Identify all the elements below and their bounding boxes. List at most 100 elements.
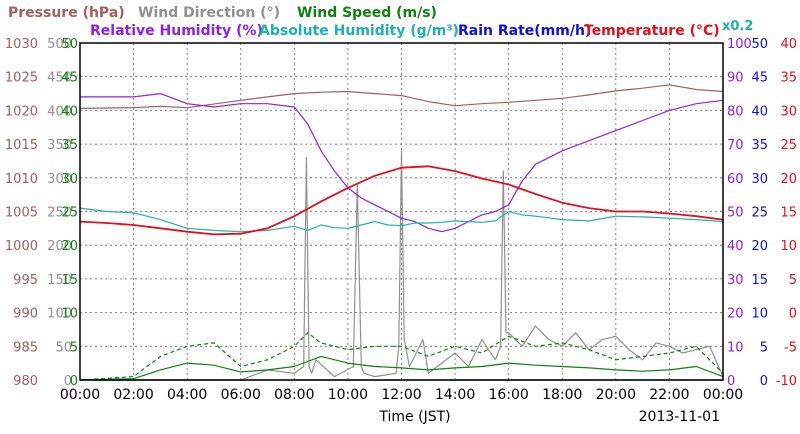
series-relative-humidity bbox=[80, 92, 724, 233]
legend: Pressure (hPa) Wind Direction (°) Wind S… bbox=[8, 5, 753, 39]
y-tick-humidity: 80 bbox=[727, 104, 744, 119]
y-tick-rain-rate: 5 bbox=[760, 340, 768, 355]
series-absolute-humidity-g-m bbox=[79, 207, 724, 233]
y-tick-humidity: 20 bbox=[727, 307, 744, 322]
y-tick-wind-speed: 30 bbox=[61, 172, 78, 187]
y-tick-rain-rate: 50 bbox=[751, 37, 768, 52]
y-tick-rain-rate: 15 bbox=[751, 273, 768, 288]
series-pressure-hpa bbox=[79, 84, 724, 109]
y-tick-wind-direction: 150 bbox=[47, 273, 72, 288]
y-tick-humidity: 40 bbox=[727, 239, 744, 254]
y-tick-wind-speed: 25 bbox=[61, 206, 78, 221]
legend-pressure: Pressure (hPa) bbox=[8, 5, 125, 21]
y-tick-wind-speed: 10 bbox=[61, 307, 78, 322]
grid bbox=[80, 43, 723, 380]
y-tick-wind-direction: 200 bbox=[47, 239, 72, 254]
y-tick-humidity: 50 bbox=[727, 206, 744, 221]
y-tick-wind-direction: 100 bbox=[47, 307, 72, 322]
y-tick-wind-speed: 40 bbox=[61, 104, 78, 119]
y-tick-temperature: 35 bbox=[780, 71, 797, 86]
multiplier-note: x0.2 bbox=[722, 19, 753, 34]
y-tick-rain-rate: 25 bbox=[751, 206, 768, 221]
y-tick-humidity: 90 bbox=[727, 71, 744, 86]
y-tick-wind-direction: 0 bbox=[64, 374, 72, 389]
series-temperature-c bbox=[79, 165, 724, 236]
y-tick-rain-rate: 35 bbox=[751, 138, 768, 153]
x-tick-labels: 00:00 02:00 04:00 06:00 08:00 10:00 12:00 14:00… bbox=[60, 387, 743, 403]
y-tick-wind-speed: 35 bbox=[61, 138, 78, 153]
y-tick-pressure: 995 bbox=[13, 273, 38, 288]
series-wind-speed-mean-m-s bbox=[79, 355, 724, 381]
x-tick-label: 04:00 bbox=[167, 387, 207, 403]
y-tick-temperature: 20 bbox=[780, 172, 797, 187]
y-tick-humidity: 0 bbox=[727, 374, 735, 389]
x-tick-label: 12:00 bbox=[381, 387, 421, 403]
x-tick-label: 02:00 bbox=[113, 387, 153, 403]
x-tick-label: 00:00 bbox=[60, 387, 100, 403]
y-tick-labels: 9809859909951000100510101015102010251030… bbox=[5, 37, 797, 389]
y-tick-pressure: 1025 bbox=[5, 71, 38, 86]
y-tick-wind-speed: 5 bbox=[70, 340, 78, 355]
y-tick-rain-rate: 10 bbox=[751, 307, 768, 322]
y-tick-temperature: 0 bbox=[789, 307, 797, 322]
series-wind-speed-gust-m-s bbox=[79, 332, 724, 381]
legend-wind-speed: Wind Speed (m/s) bbox=[297, 5, 437, 21]
x-tick-label: 16:00 bbox=[488, 387, 528, 403]
y-tick-rain-rate: 0 bbox=[760, 374, 768, 389]
y-tick-wind-speed: 45 bbox=[61, 71, 78, 86]
x-tick-label: 14:00 bbox=[435, 387, 475, 403]
y-tick-wind-speed: 20 bbox=[61, 239, 78, 254]
y-tick-wind-direction: 50 bbox=[55, 340, 72, 355]
x-tick-label: 22:00 bbox=[649, 387, 689, 403]
y-tick-pressure: 985 bbox=[13, 340, 38, 355]
y-tick-temperature: 25 bbox=[780, 138, 797, 153]
y-tick-wind-speed: 0 bbox=[70, 374, 78, 389]
y-tick-rain-rate: 45 bbox=[751, 71, 768, 86]
y-tick-humidity: 100 bbox=[727, 37, 752, 52]
y-tick-pressure: 1005 bbox=[5, 206, 38, 221]
y-tick-temperature: -5 bbox=[784, 340, 797, 355]
y-tick-wind-speed: 50 bbox=[61, 37, 78, 52]
y-tick-pressure: 990 bbox=[13, 307, 38, 322]
y-tick-humidity: 70 bbox=[727, 138, 744, 153]
x-tick-label: 20:00 bbox=[596, 387, 636, 403]
y-tick-pressure: 980 bbox=[13, 374, 38, 389]
x-tick-label: 18:00 bbox=[542, 387, 582, 403]
y-tick-wind-speed: 15 bbox=[61, 273, 78, 288]
y-tick-wind-direction: 350 bbox=[47, 138, 72, 153]
y-tick-pressure: 1015 bbox=[5, 138, 38, 153]
x-tick-label: 10:00 bbox=[328, 387, 368, 403]
x-tick-label: 00:00 bbox=[703, 387, 743, 403]
y-tick-rain-rate: 20 bbox=[751, 239, 768, 254]
y-tick-temperature: 5 bbox=[789, 273, 797, 288]
y-tick-humidity: 30 bbox=[727, 273, 744, 288]
y-tick-humidity: 10 bbox=[727, 340, 744, 355]
legend-rain-rate: Rain Rate(mm/h) bbox=[458, 23, 591, 39]
y-tick-temperature: 40 bbox=[780, 37, 797, 52]
x-axis-title: Time (JST) bbox=[378, 409, 450, 425]
legend-temperature: Temperature (°C) bbox=[584, 23, 720, 39]
y-tick-wind-direction: 300 bbox=[47, 172, 72, 187]
legend-absolute-humidity: Absolute Humidity (g/m³) bbox=[259, 23, 459, 39]
y-tick-wind-direction: 500 bbox=[47, 37, 72, 52]
series-wind-direction bbox=[80, 150, 724, 381]
y-tick-pressure: 1020 bbox=[5, 104, 38, 119]
legend-relative-humidity: Relative Humidity (%) bbox=[90, 23, 263, 39]
y-tick-rain-rate: 30 bbox=[751, 172, 768, 187]
x-tick-label: 08:00 bbox=[274, 387, 314, 403]
y-tick-temperature: 15 bbox=[780, 206, 797, 221]
y-tick-humidity: 60 bbox=[727, 172, 744, 187]
y-tick-pressure: 1030 bbox=[5, 37, 38, 52]
y-tick-temperature: 10 bbox=[780, 239, 797, 254]
x-tick-label: 06:00 bbox=[221, 387, 261, 403]
plot-frame bbox=[79, 42, 724, 381]
y-tick-pressure: 1000 bbox=[5, 239, 38, 254]
y-tick-wind-direction: 400 bbox=[47, 104, 72, 119]
y-tick-temperature: -10 bbox=[776, 374, 797, 389]
y-tick-rain-rate: 40 bbox=[751, 104, 768, 119]
y-tick-wind-direction: 250 bbox=[47, 206, 72, 221]
date-label: 2013-11-01 bbox=[639, 409, 720, 425]
y-tick-wind-direction: 450 bbox=[47, 71, 72, 86]
y-tick-temperature: 30 bbox=[780, 104, 797, 119]
